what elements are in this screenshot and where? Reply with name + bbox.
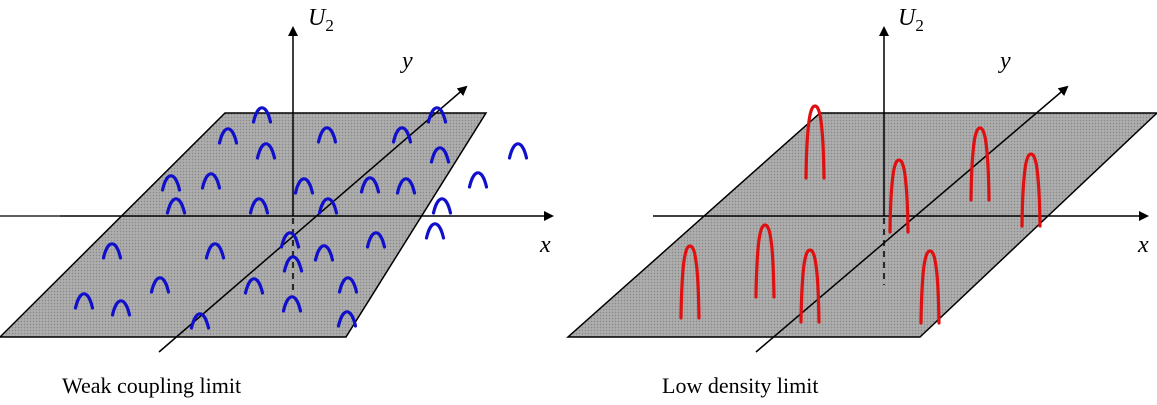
- peak: [395, 177, 417, 195]
- peak: [1020, 152, 1042, 228]
- peak: [337, 276, 359, 294]
- plane: [0, 112, 488, 338]
- peak: [679, 244, 701, 320]
- y-axis: [755, 85, 1069, 353]
- peak: [804, 104, 826, 180]
- peak: [313, 244, 335, 262]
- peak: [165, 197, 187, 215]
- peak: [217, 127, 239, 145]
- z-axis-label: U2: [898, 5, 924, 35]
- y-axis-label: y: [400, 48, 413, 74]
- peak: [336, 310, 358, 328]
- peak: [110, 299, 132, 317]
- peak: [799, 248, 821, 324]
- panel-low-density: U2 x y Low density limit: [566, 5, 1157, 398]
- peak: [365, 231, 387, 249]
- peak: [251, 106, 273, 124]
- z-axis-label: U2: [308, 5, 334, 35]
- peak: [391, 126, 413, 144]
- peak: [359, 176, 381, 194]
- peak: [429, 146, 451, 164]
- peak: [281, 295, 303, 313]
- peaks-blue: [73, 106, 529, 330]
- y-axis-label: y: [998, 48, 1011, 74]
- panel-weak-coupling: U2 x y Weak coupling limit: [0, 5, 554, 398]
- panel-caption: Low density limit: [662, 373, 818, 398]
- peak: [507, 142, 529, 160]
- peak: [754, 223, 776, 299]
- peak: [888, 158, 910, 234]
- peak: [293, 177, 315, 195]
- peak: [248, 197, 270, 215]
- peak: [431, 197, 453, 215]
- peak: [160, 174, 182, 192]
- peaks-red: [679, 104, 1042, 325]
- peak: [426, 106, 448, 124]
- peak: [189, 312, 211, 330]
- peak: [101, 242, 123, 260]
- peak: [282, 255, 304, 273]
- peak: [200, 172, 222, 190]
- x-axis-label: x: [1137, 232, 1149, 258]
- peak: [243, 277, 265, 295]
- peak: [424, 222, 446, 240]
- peak: [255, 142, 277, 160]
- plane: [566, 112, 1157, 338]
- panel-caption: Weak coupling limit: [62, 373, 241, 398]
- peak: [919, 249, 941, 325]
- peak: [316, 126, 338, 144]
- peak: [467, 171, 489, 189]
- peak: [73, 292, 95, 310]
- peak: [204, 242, 226, 260]
- peak: [279, 231, 301, 249]
- y-axis: [158, 85, 468, 353]
- peak: [969, 126, 991, 202]
- peak: [149, 276, 171, 294]
- x-axis-label: x: [539, 232, 551, 258]
- peak: [317, 197, 339, 215]
